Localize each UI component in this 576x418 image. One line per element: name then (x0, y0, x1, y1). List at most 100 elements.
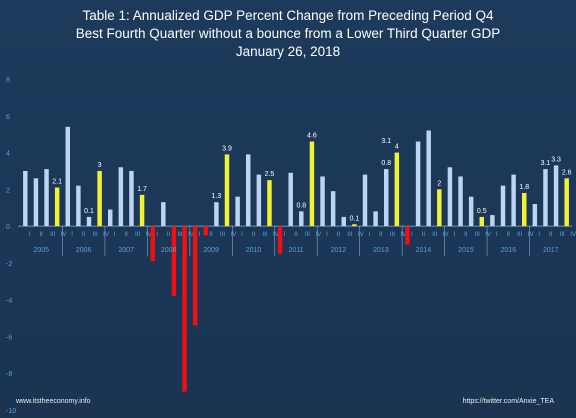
year-label: 2012 (331, 247, 347, 254)
quarter-label: II (507, 231, 511, 238)
data-label: 3.1 (381, 138, 391, 145)
bar-2007-q4 (139, 194, 145, 227)
year-label: 2015 (458, 247, 474, 254)
quarter-label: II (549, 231, 553, 238)
year-label: 2007 (118, 247, 134, 254)
quarter-label: I (156, 231, 158, 238)
chart-title-line-3: January 26, 2018 (235, 44, 341, 59)
y-tick-label: 4 (6, 151, 10, 158)
quarter-label: IV (273, 231, 280, 238)
year-label: 2006 (76, 247, 92, 254)
quarter-label: II (124, 231, 128, 238)
bar-2010-q3 (256, 174, 262, 227)
y-tick-label: -10 (6, 408, 16, 415)
y-tick-label: -2 (6, 261, 12, 268)
data-label: 1.7 (137, 186, 147, 193)
quarter-label: III (517, 231, 522, 238)
bar-2016-q2 (500, 185, 506, 227)
bar-2016-q1 (490, 215, 495, 227)
year-label: 2008 (161, 247, 177, 254)
quarter-label: III (220, 231, 225, 238)
data-label: 4.6 (307, 133, 317, 140)
data-label: 4 (395, 144, 399, 151)
data-label: 0.1 (84, 208, 94, 215)
quarter-label: III (347, 231, 352, 238)
y-tick-label: 2 (6, 187, 10, 194)
quarter-label: III (177, 231, 182, 238)
quarter-label: III (560, 231, 565, 238)
bar-2009-q3 (214, 202, 219, 227)
data-label: 1.8 (519, 184, 529, 191)
quarter-label: IV (61, 231, 68, 238)
quarter-label: II (294, 231, 298, 238)
quarter-label: I (284, 231, 286, 238)
data-label: 3.3 (551, 156, 561, 163)
bar-2009-q4 (224, 154, 230, 227)
quarter-label: II (337, 231, 341, 238)
quarter-label: IV (103, 231, 110, 238)
data-label: 0.1 (350, 215, 360, 222)
bar-2011-q4 (309, 141, 315, 227)
bar-2015-q3 (468, 196, 474, 227)
quarter-label: III (432, 231, 437, 238)
bar-2006-q3 (86, 216, 92, 227)
bar-2013-q1 (362, 174, 368, 227)
bar-2010-q1 (235, 196, 240, 227)
quarter-label: IV (443, 231, 450, 238)
chart-title-line-1: Table 1: Annualized GDP Percent Change f… (82, 8, 494, 23)
quarter-label: III (135, 231, 140, 238)
quarter-label: II (422, 231, 426, 238)
year-label: 2009 (203, 247, 219, 254)
bar-2005-q2 (33, 178, 39, 227)
data-label: 2.6 (562, 169, 572, 176)
data-label: 2 (437, 180, 441, 187)
bar-2013-q2 (373, 211, 378, 227)
bar-2012-q3 (341, 216, 346, 227)
chart-title-line-2: Best Fourth Quarter without a bounce fro… (75, 26, 501, 41)
quarter-label: II (39, 231, 43, 238)
bar-2012-q4 (352, 224, 357, 227)
bar-2016-q3 (511, 174, 516, 227)
bar-2015-q2 (458, 176, 463, 227)
bar-2010-q4 (267, 180, 272, 227)
bar-2005-q3 (44, 169, 49, 227)
bar-2011-q2 (288, 172, 293, 227)
quarter-label: III (262, 231, 267, 238)
y-tick-label: -8 (6, 371, 12, 378)
bar-2014-q1 (405, 226, 410, 245)
bar-2007-q1 (108, 209, 113, 227)
quarter-label: III (50, 231, 55, 238)
bar-2007-q3 (129, 170, 134, 227)
quarter-label: IV (485, 231, 492, 238)
credit-twitter: https://twitter.com/Anxie_TEA (462, 398, 554, 405)
quarter-label: I (538, 231, 540, 238)
y-tick-label: 8 (6, 77, 10, 84)
bar-2005-q4 (54, 187, 60, 227)
bar-2008-q2 (161, 202, 166, 227)
bar-2006-q1 (65, 126, 70, 227)
year-label: 2016 (501, 247, 517, 254)
y-tick-label: 6 (6, 114, 10, 121)
quarter-label: IV (188, 231, 195, 238)
year-label: 2011 (288, 247, 303, 254)
bar-2017-q2 (543, 169, 548, 227)
data-label: 1.3 (212, 193, 222, 200)
bar-2014-q3 (426, 130, 431, 227)
data-label: 0.5 (477, 208, 487, 215)
quarter-label: III (390, 231, 395, 238)
quarter-label: II (167, 231, 171, 238)
bar-2008-q3 (171, 226, 177, 296)
quarter-label: I (241, 231, 243, 238)
year-label: 2010 (246, 247, 262, 254)
quarter-label: II (379, 231, 383, 238)
quarter-label: II (82, 231, 86, 238)
quarter-label: IV (231, 231, 238, 238)
quarter-label: II (252, 231, 256, 238)
quarter-label: IV (400, 231, 407, 238)
bar-2017-q3 (553, 165, 559, 227)
bar-2014-q2 (415, 141, 421, 227)
quarter-label: I (199, 231, 201, 238)
bar-2006-q4 (97, 170, 102, 227)
